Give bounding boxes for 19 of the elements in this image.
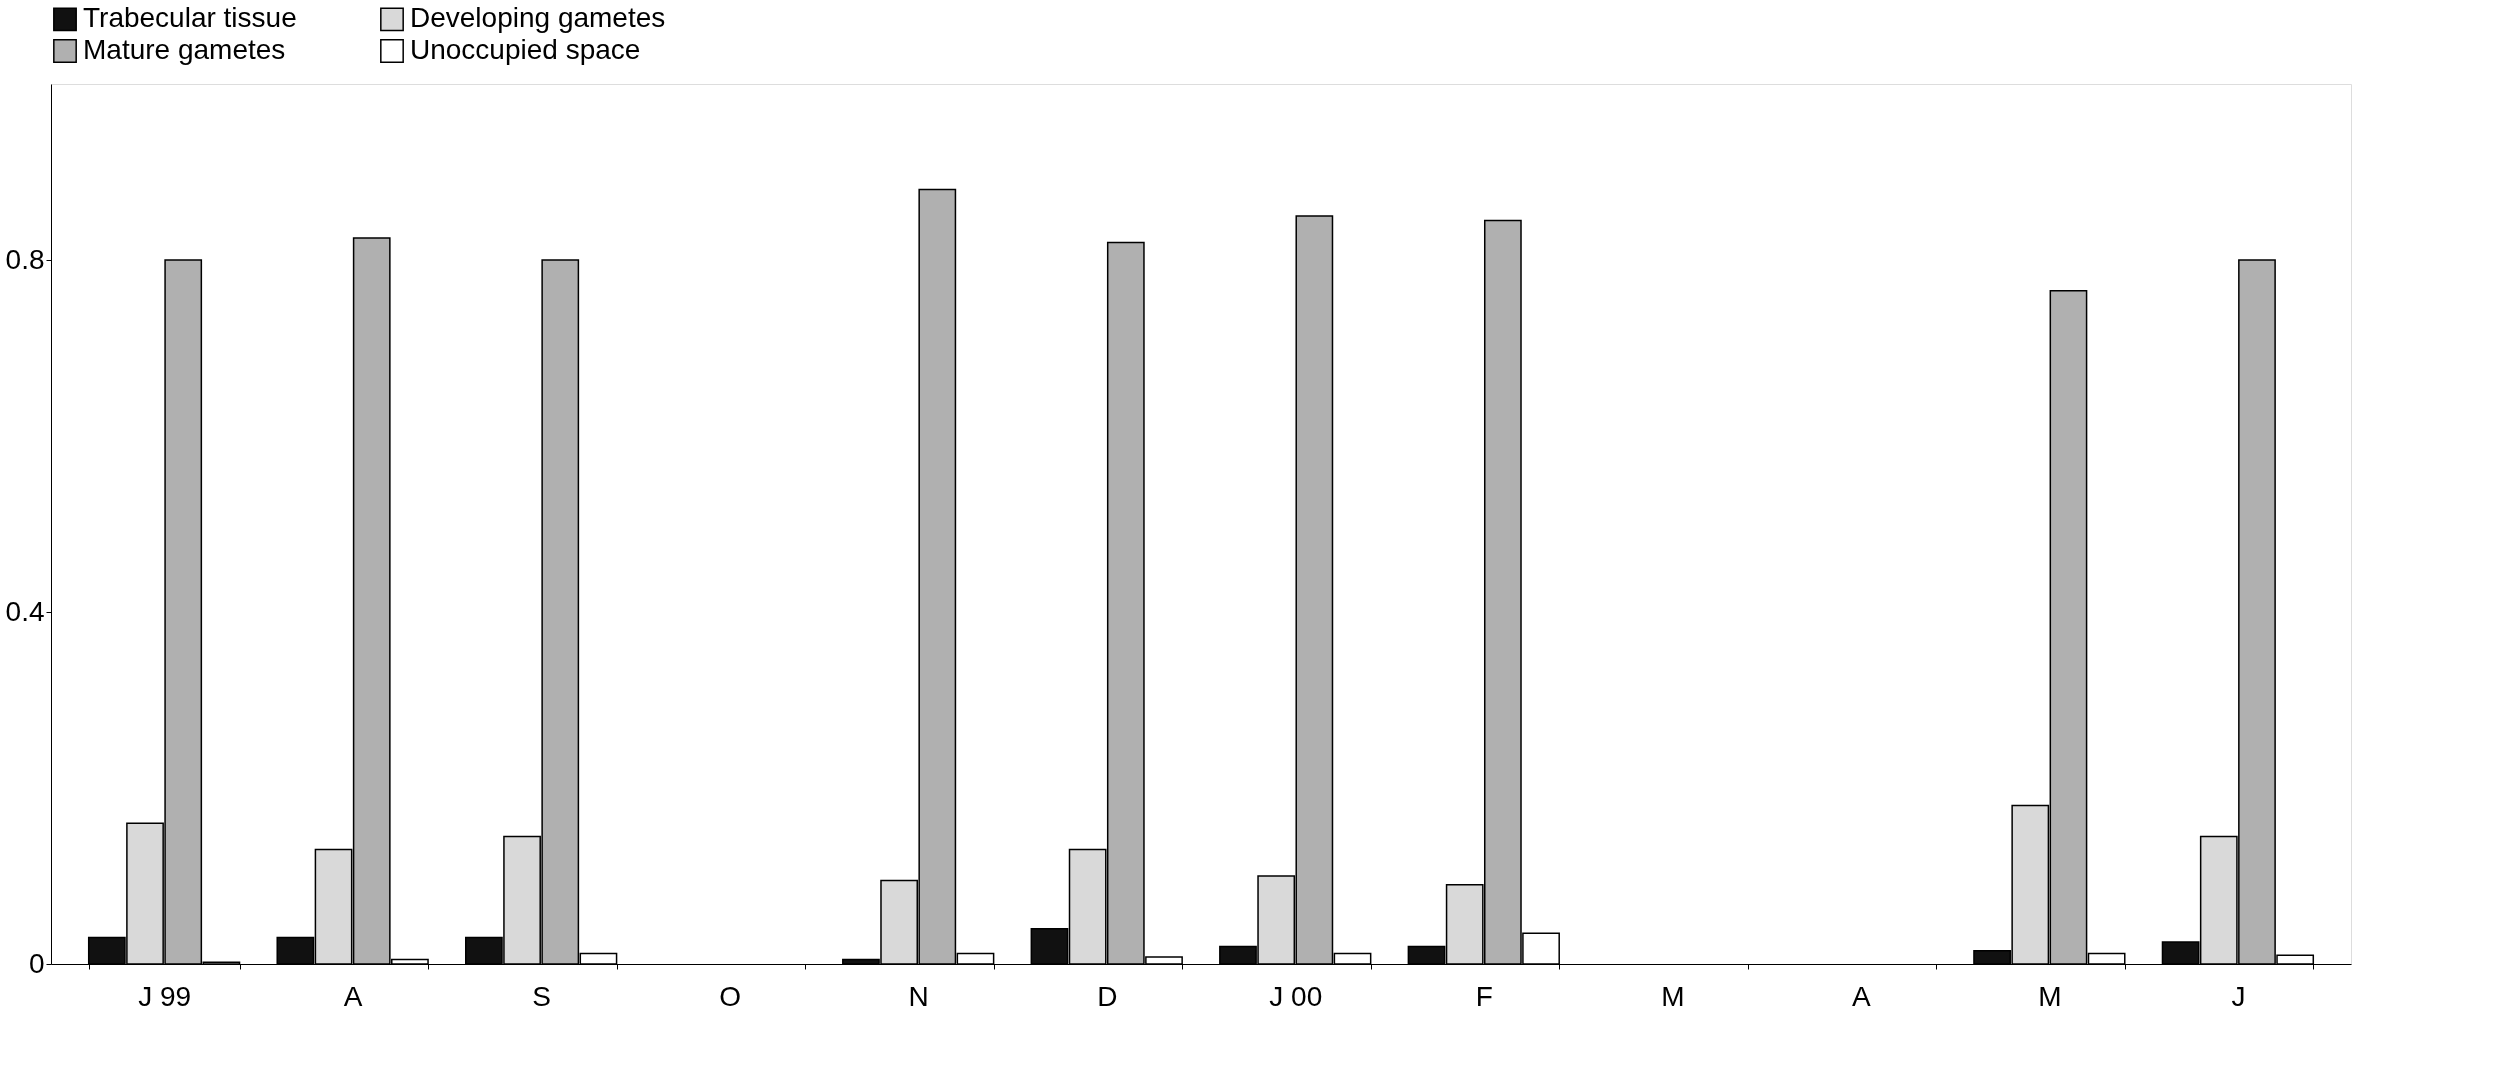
y-tick-label: 0.8 bbox=[5, 243, 45, 275]
x-tick-label: F bbox=[1475, 980, 1493, 1012]
x-tick-label: A bbox=[343, 980, 363, 1012]
x-tick-label: D bbox=[1097, 980, 1118, 1012]
x-tick-label: N bbox=[908, 980, 929, 1012]
x-tick-label: J 00 bbox=[1269, 980, 1323, 1012]
legend-label: Mature gametes bbox=[83, 34, 286, 65]
y-tick-label: 0.4 bbox=[5, 595, 45, 627]
x-tick-label: A bbox=[1851, 980, 1871, 1012]
x-tick-label: O bbox=[719, 980, 742, 1012]
x-tick-label: J bbox=[2231, 980, 2246, 1012]
x-tick-label: M bbox=[2038, 980, 2062, 1012]
legend-label: Trabecular tissue bbox=[83, 2, 297, 34]
legend-label: Developing gametes bbox=[410, 2, 666, 34]
x-tick-label: J 99 bbox=[138, 980, 192, 1012]
x-tick-label: S bbox=[532, 980, 552, 1012]
legend-label: Unoccupied space bbox=[410, 34, 641, 65]
x-tick-label: M bbox=[1661, 980, 1685, 1012]
y-tick-label: 0 bbox=[28, 947, 45, 979]
